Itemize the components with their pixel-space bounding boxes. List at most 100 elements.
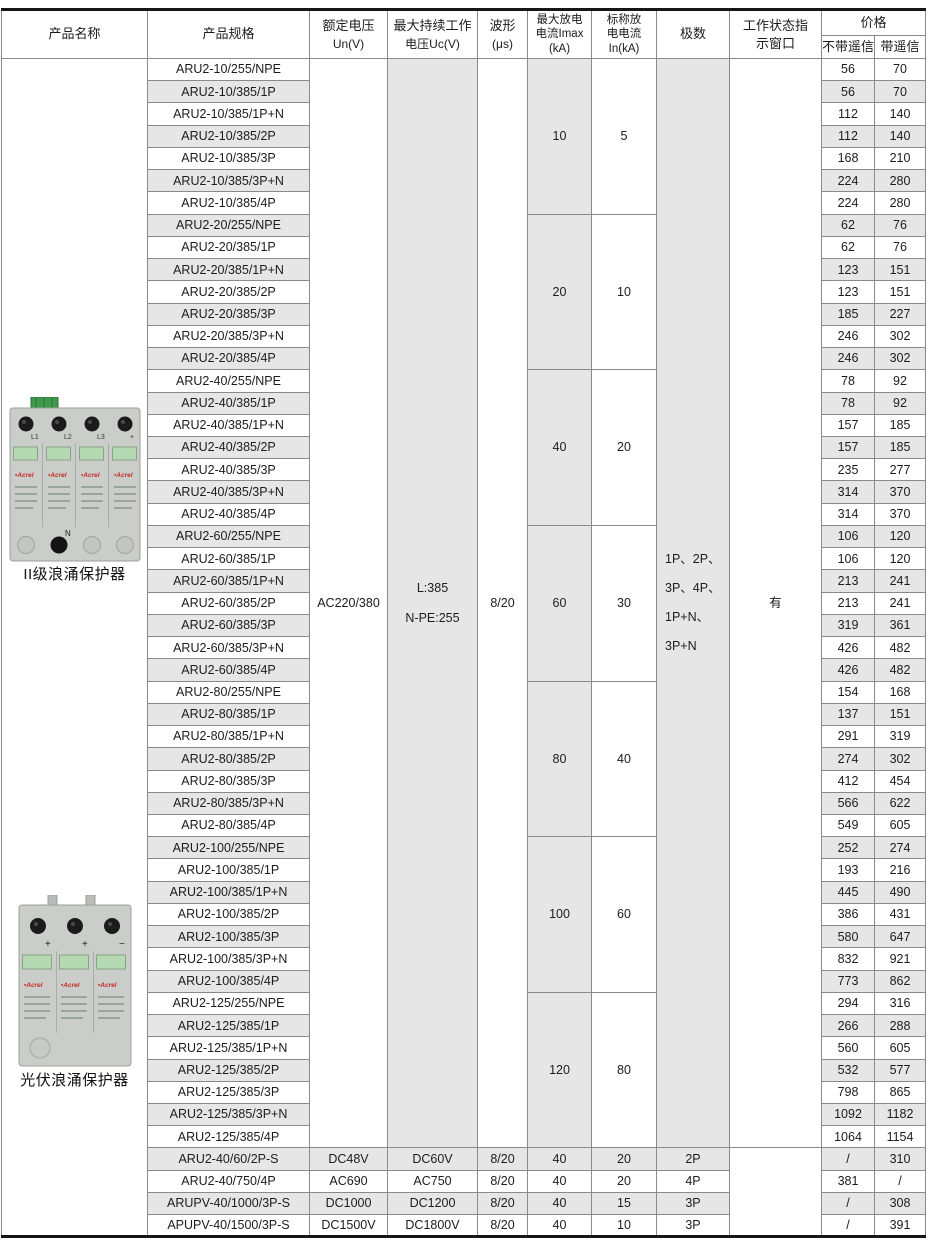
spec-cell: ARU2-10/255/NPE	[147, 57, 310, 82]
spec-cell: ARU2-40/60/2P-S	[147, 1147, 310, 1171]
spec-cell: ARU2-125/385/3P+N	[147, 1103, 310, 1127]
svg-text:▪Acrel: ▪Acrel	[61, 982, 80, 989]
price-cell: 76	[873, 213, 927, 237]
spec-cell: ARU2-80/385/3P	[147, 769, 310, 793]
svg-text:L2: L2	[64, 434, 72, 441]
spec-cell: ARU2-80/385/4P	[147, 813, 310, 838]
spec-cell: ARU2-40/750/4P	[147, 1169, 310, 1193]
spec-cell: ARU2-10/385/3P	[147, 146, 310, 171]
table-row: ARU2-40/255/NPE 40 20 78 92	[2, 369, 927, 526]
price-cell: 78	[821, 369, 875, 393]
price-cell: 56	[821, 80, 875, 104]
spec-cell: ARU2-40/385/1P	[147, 391, 310, 415]
spec-cell: ARU2-10/385/1P+N	[147, 102, 310, 126]
price-cell: 798	[821, 1080, 875, 1105]
svg-text:▪Acrel: ▪Acrel	[24, 982, 43, 989]
price-cell: 302	[873, 324, 927, 349]
price-cell: 412	[821, 769, 875, 793]
max-voltage-cell: DC1800V	[387, 1214, 478, 1238]
spec-cell: ARU2-125/385/1P+N	[147, 1036, 310, 1060]
price-cell: 246	[821, 347, 875, 371]
price-cell: 224	[821, 191, 875, 215]
price-cell: 381	[821, 1169, 875, 1193]
price-cell: 310	[873, 1147, 927, 1171]
svg-text:L3: L3	[97, 434, 105, 441]
price-cell: 577	[873, 1058, 927, 1082]
spec-cell: ARU2-10/385/2P	[147, 124, 310, 148]
price-cell: 106	[821, 524, 875, 549]
header-price-remote: 带遥信	[873, 35, 927, 59]
spec-cell: ARU2-10/385/3P+N	[147, 169, 310, 193]
price-cell: 137	[821, 702, 875, 727]
table-row: ARU2-60/385/3P+N 426 482	[2, 636, 927, 660]
spec-cell: ARU2-20/385/2P	[147, 280, 310, 304]
imax-cell: 40	[527, 1214, 592, 1238]
table-row: ARU2-100/385/1P 193 216	[2, 858, 927, 882]
rated-voltage-cell: DC1500V	[309, 1214, 388, 1238]
price-cell: 76	[873, 235, 927, 260]
poles-cell: 3P	[656, 1191, 730, 1216]
table-row: ARU2-20/385/2P 123 151	[2, 280, 927, 304]
in-cell: 30	[591, 524, 657, 682]
price-cell: 120	[873, 547, 927, 571]
spec-cell: ARU2-125/385/2P	[147, 1058, 310, 1082]
svg-text:+: +	[45, 939, 51, 950]
header-product-name: 产品名称	[1, 9, 148, 59]
table-row: ARU2-100/385/1P+N 445 490	[2, 880, 927, 904]
price-cell: 294	[821, 991, 875, 1016]
price-cell: 266	[821, 1014, 875, 1038]
imax-cell: 10	[527, 58, 592, 215]
table-row: ARU2-20/385/1P+N 123 151	[2, 258, 927, 282]
table-row: ARU2-100/385/2P 386 431	[2, 902, 927, 927]
pv-spd-caption: 光伏浪涌保护器	[20, 1072, 129, 1089]
table-row: ARU2-40/385/1P 78 92	[2, 391, 927, 415]
spec-cell: ARU2-125/385/3P	[147, 1080, 310, 1105]
table-row: ARU2-40/385/3P 235 277	[2, 458, 927, 482]
price-cell: /	[873, 1169, 927, 1193]
price-cell: 445	[821, 880, 875, 904]
price-cell: 370	[873, 502, 927, 526]
price-cell: 241	[873, 591, 927, 615]
price-cell: 832	[821, 947, 875, 971]
poles-cell: 4P	[656, 1169, 730, 1193]
price-cell: 185	[873, 435, 927, 460]
svg-text:▪Acrel: ▪Acrel	[114, 472, 133, 479]
price-cell: 605	[873, 813, 927, 838]
price-cell: 157	[821, 435, 875, 460]
header-poles: 极数	[656, 9, 730, 59]
price-cell: 168	[873, 680, 927, 704]
price-cell: 213	[821, 569, 875, 593]
price-cell: 112	[821, 124, 875, 148]
price-cell: 112	[821, 102, 875, 126]
price-cell: 227	[873, 302, 927, 326]
price-cell: 314	[821, 480, 875, 504]
table-row: ARU2-20/385/3P+N 246 302	[2, 324, 927, 349]
table-row: ARU2-10/385/1P 56 70	[2, 80, 927, 104]
table-row: ARU2-60/385/4P 426 482	[2, 658, 927, 682]
table-row: ARU2-100/385/3P 580 647	[2, 925, 927, 949]
spec-cell: ARU2-20/385/1P+N	[147, 258, 310, 282]
spec-cell: ARU2-60/385/1P+N	[147, 569, 310, 593]
max-voltage-cell: DC1200	[387, 1191, 478, 1216]
price-cell: 647	[873, 925, 927, 949]
header-max-voltage: 最大持续工作 电压Uc(V)	[387, 9, 478, 59]
price-cell: 319	[873, 725, 927, 749]
price-cell: 426	[821, 636, 875, 660]
in-cell: 20	[591, 1169, 657, 1193]
price-cell: 123	[821, 258, 875, 282]
price-cell: 426	[821, 658, 875, 682]
rated-voltage-cell: AC220/380	[309, 57, 388, 1149]
in-cell: 80	[591, 991, 657, 1149]
price-cell: 566	[821, 791, 875, 815]
price-cell: 314	[821, 502, 875, 526]
price-cell: /	[821, 1191, 875, 1216]
table-row: ARU2-125/385/1P+N 560 605	[2, 1036, 927, 1060]
spec-cell: ARU2-125/255/NPE	[147, 991, 310, 1016]
table-row: ARU2-10/385/3P 168 210	[2, 146, 927, 171]
price-cell: 92	[873, 391, 927, 415]
price-cell: 482	[873, 658, 927, 682]
spec-cell: ARU2-40/255/NPE	[147, 369, 310, 393]
spec-cell: ARU2-80/385/1P+N	[147, 725, 310, 749]
rated-voltage-cell: AC690	[309, 1169, 388, 1193]
price-cell: 213	[821, 591, 875, 615]
